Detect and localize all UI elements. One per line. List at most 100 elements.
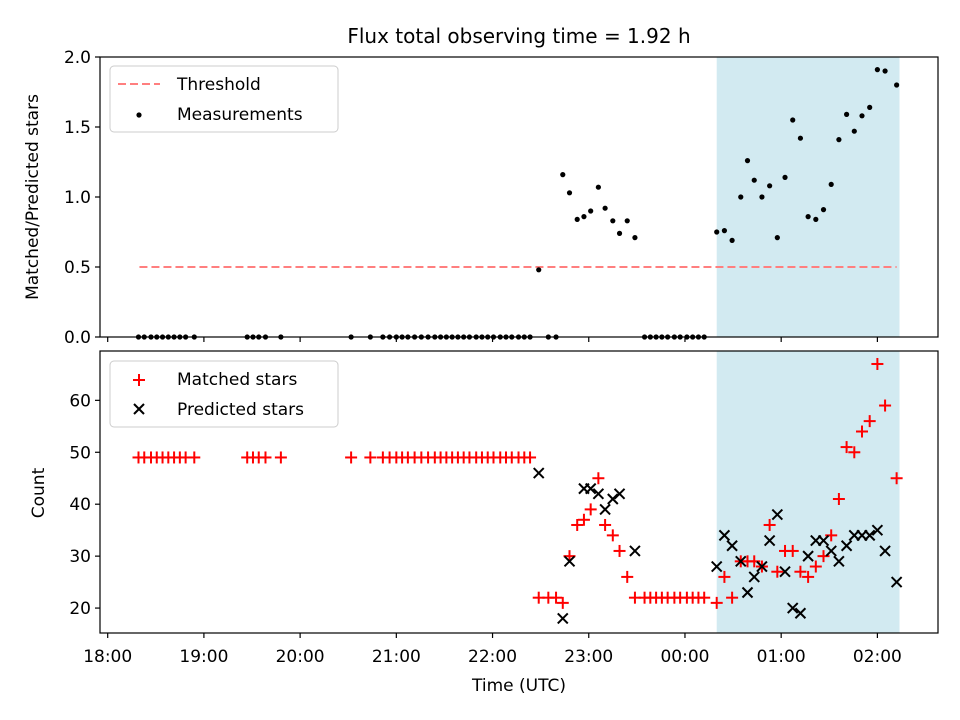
measurement-point — [805, 214, 811, 220]
top-shaded-span — [716, 57, 900, 337]
x-tick-label: 23:00 — [564, 647, 613, 667]
y-tick-label: 60 — [69, 391, 91, 411]
measurement-point — [738, 194, 744, 200]
top-legend: Threshold Measurements — [109, 65, 339, 133]
measurement-point — [894, 82, 900, 88]
predicted-star-point — [863, 529, 876, 542]
matched-star-point — [599, 518, 612, 531]
measurement-point — [751, 177, 757, 183]
predicted-star-point — [890, 576, 903, 588]
predicted-star-point — [607, 493, 619, 505]
measurement-point — [616, 230, 623, 236]
matched-star-point — [871, 357, 884, 370]
bottom-legend-box — [109, 360, 339, 428]
top-x-ticks — [107, 337, 878, 342]
measurement-point — [843, 111, 850, 117]
legend-threshold-label: Threshold — [176, 75, 261, 95]
predicted-star-point — [840, 540, 853, 552]
measurement-point — [581, 214, 587, 220]
matched-star-point — [345, 451, 358, 464]
x-tick-label: 22:00 — [468, 647, 517, 667]
y-tick-label: 2.0 — [64, 48, 91, 68]
y-tick-label: 0.5 — [64, 258, 91, 278]
y-tick-label: 30 — [69, 547, 91, 567]
measurement-point — [874, 67, 880, 73]
matched-star-point — [710, 596, 723, 609]
predicted-star-point — [718, 529, 731, 542]
matched-star-point — [613, 544, 626, 557]
x-tick-label: 19:00 — [179, 647, 228, 667]
matched-star-point — [524, 451, 537, 464]
matched-star-point — [817, 550, 830, 563]
measurement-point — [574, 216, 580, 222]
matched-star-point — [879, 399, 892, 412]
matched-star-point — [840, 441, 853, 454]
measurement-point — [820, 207, 827, 213]
predicted-star-point — [711, 560, 723, 573]
measurement-point — [588, 208, 594, 214]
matched-star-point — [698, 591, 711, 604]
measurement-point — [595, 184, 601, 190]
x-tick-label: 00:00 — [660, 647, 709, 667]
measurement-point — [882, 68, 888, 74]
measurement-point — [610, 218, 616, 224]
measurement-point — [536, 267, 542, 273]
x-tick-label: 02:00 — [853, 647, 902, 667]
predicted-star-point — [584, 482, 597, 495]
measurement-point — [813, 216, 819, 222]
matched-star-point — [606, 529, 619, 542]
matched-star-point — [794, 565, 807, 578]
matched-star-point — [718, 570, 731, 583]
predicted-star-point — [613, 488, 626, 500]
legend-matched-label: Matched stars — [177, 370, 297, 390]
legend-matched-swatch — [133, 374, 145, 386]
matched-star-point — [825, 529, 838, 542]
measurement-point — [767, 183, 773, 189]
predicted-star-point — [794, 607, 807, 619]
predicted-star-point — [779, 566, 791, 578]
top-panel: 0.00.51.01.52.0 Matched/Predicted stars … — [23, 48, 939, 348]
x-tick-label: 18:00 — [83, 647, 132, 667]
predicted-star-point — [592, 488, 605, 500]
matched-star-point — [188, 451, 201, 464]
predicted-star-point — [599, 503, 611, 516]
x-tick-label: 21:00 — [372, 647, 421, 667]
matched-star-point — [274, 451, 287, 464]
matched-star-point — [771, 565, 784, 578]
x-tick-label: 20:00 — [276, 647, 325, 667]
matched-star-point — [556, 596, 569, 609]
predicted-star-point — [871, 524, 884, 536]
predicted-star-point — [787, 602, 799, 614]
measurement-point — [721, 228, 728, 234]
matched-star-point — [832, 493, 845, 506]
x-axis-label: Time (UTC) — [471, 676, 566, 696]
legend-predicted-label: Predicted stars — [177, 400, 304, 420]
measurement-point — [566, 190, 573, 196]
y-tick-label: 0.0 — [64, 328, 91, 348]
y-tick-label: 50 — [69, 443, 91, 463]
matched-star-point — [577, 513, 590, 526]
predicted-star-point — [726, 540, 738, 552]
y-tick-label: 1.5 — [64, 118, 91, 138]
matched-star-point — [726, 591, 739, 604]
legend-measurements-swatch — [136, 112, 142, 118]
measurement-point — [759, 194, 765, 200]
predicted-star-point — [741, 586, 754, 599]
matched-star-point — [855, 425, 868, 438]
bottom-legend: Matched stars Predicted stars — [109, 360, 339, 428]
bottom-y-ticks: 20 30 40 50 60 — [69, 391, 100, 619]
matched-star-point — [848, 446, 861, 459]
predicted-star-point — [629, 545, 641, 557]
top-legend-box — [109, 65, 339, 133]
matched-star-point — [763, 518, 776, 531]
x-tick-label: 01:00 — [757, 647, 806, 667]
predicted-star-point — [533, 467, 545, 479]
predicted-star-point — [756, 560, 768, 573]
measurement-point — [782, 174, 788, 180]
measurement-point — [624, 218, 630, 224]
matched-star-point — [621, 570, 634, 583]
legend-measurements-label: Measurements — [177, 105, 303, 125]
measurement-point — [602, 205, 608, 211]
matched-star-point — [571, 518, 584, 531]
